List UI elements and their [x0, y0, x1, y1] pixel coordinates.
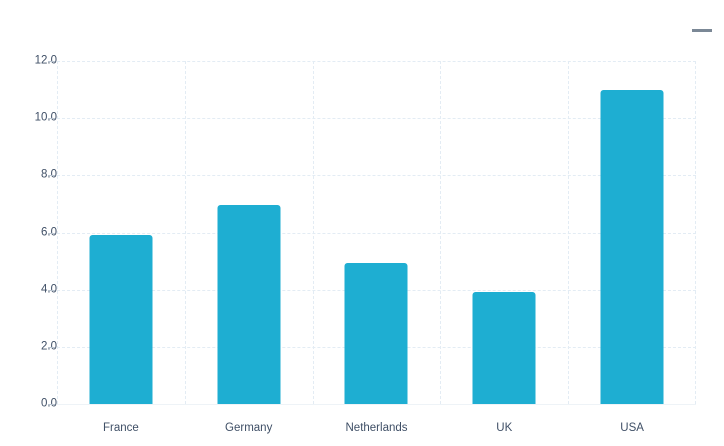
gridline-vertical [568, 61, 570, 404]
gridline-vertical [440, 61, 442, 404]
bar[interactable] [472, 291, 536, 404]
x-axis-tick-label: Germany [225, 422, 273, 434]
y-axis-tick-label: 2.0 [41, 340, 57, 353]
bar-slot [568, 61, 696, 404]
gridline-horizontal [57, 232, 696, 234]
y-axis-tick-mark [48, 61, 55, 62]
y-axis: 0.0 2.0 4.0 6.0 8.0 10.0 12.0 [0, 0, 57, 446]
x-axis-tick-label: UK [496, 422, 513, 434]
y-axis-tick-label: 12.0 [34, 54, 57, 67]
y-axis-tick-mark [48, 232, 55, 234]
bar-slot [185, 61, 313, 404]
bar[interactable] [344, 263, 408, 404]
y-axis-tick-label: 8.0 [41, 168, 57, 181]
bar[interactable] [217, 205, 281, 404]
bar-slot [313, 61, 441, 404]
x-axis-tick-label: USA [620, 422, 644, 434]
bar[interactable] [89, 235, 153, 404]
menu-bar-bottom [692, 29, 712, 32]
y-axis-tick-mark [48, 118, 55, 120]
y-axis-tick-label: 6.0 [41, 226, 57, 238]
gridline-horizontal [57, 61, 696, 62]
bar[interactable] [600, 90, 664, 404]
gridline-horizontal [57, 175, 696, 177]
gridline-vertical [57, 61, 58, 404]
x-axis-tick-label: Netherlands [345, 422, 408, 434]
plot-area [57, 61, 696, 405]
bar-slot [57, 61, 185, 404]
y-axis-tick-mark [48, 346, 55, 348]
y-axis-tick-label: 0.0 [41, 397, 57, 410]
gridline-vertical [312, 61, 314, 404]
bar-slot [440, 61, 568, 404]
gridline-horizontal [57, 118, 696, 120]
y-axis-tick-mark [48, 175, 55, 177]
hamburger-menu-icon[interactable] [692, 14, 712, 32]
y-axis-tick-mark [48, 404, 55, 405]
y-axis-tick-mark [48, 289, 55, 291]
x-axis-tick-label: France [102, 422, 139, 434]
y-axis-tick-label: 4.0 [41, 283, 57, 296]
x-axis: France Germany Netherlands UK USA [57, 404, 696, 446]
gridline-vertical [695, 61, 696, 404]
y-axis-tick-label: 10.0 [34, 111, 57, 124]
axis-baseline [57, 404, 696, 405]
gridline-vertical [184, 61, 186, 404]
